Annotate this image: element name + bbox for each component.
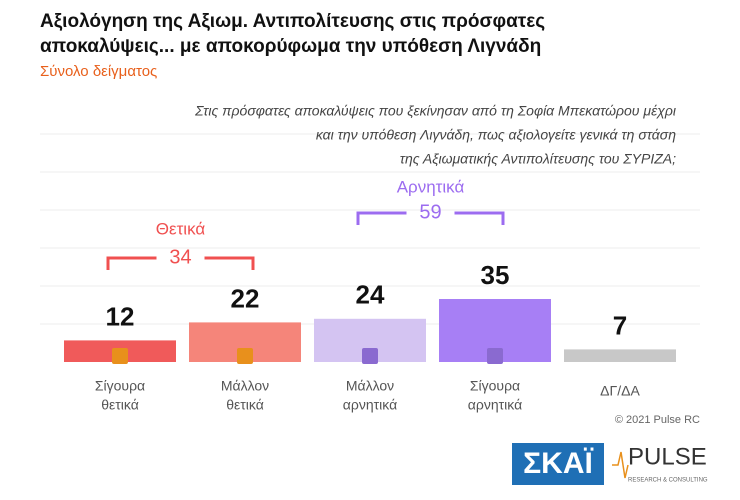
x-tick-label: Μάλλον	[346, 378, 394, 394]
x-tick-label: ΔΓ/ΔΑ	[600, 383, 640, 399]
copyright: © 2021 Pulse RC	[615, 414, 700, 426]
value-label: 24	[356, 280, 385, 310]
x-tick-label: αρνητικά	[468, 397, 522, 413]
icon	[362, 348, 378, 364]
icon	[112, 348, 128, 364]
question: και την υπόθεση Λιγνάδη, πως αξιολογείτε…	[316, 127, 676, 143]
x-tick-label: Σίγουρα	[95, 378, 145, 394]
x-tick-label: Σίγουρα	[470, 378, 520, 394]
group-value: 59	[419, 201, 441, 223]
value-label: 35	[481, 260, 510, 290]
chart-subtitle: Σύνολο δείγματος	[40, 63, 157, 80]
icon	[487, 348, 503, 364]
bar	[564, 349, 676, 362]
skai-logo: ΣΚΑΪ	[523, 447, 593, 480]
x-tick-label: Μάλλον	[221, 378, 269, 394]
skai-logo-bg	[512, 443, 604, 485]
icon	[237, 348, 253, 364]
chart-title: αποκαλύψεις... με αποκορύφωμα την υπόθεσ…	[40, 36, 541, 57]
x-tick-label: θετικά	[226, 397, 264, 413]
value-label: 7	[613, 310, 627, 340]
x-tick-label: αρνητικά	[343, 397, 397, 413]
group-label: Αρνητικά	[397, 177, 465, 196]
group-bracket	[106, 256, 255, 270]
question: της Αξιωματικής Αντιπολίτευσης του ΣΥΡΙΖ…	[400, 151, 676, 167]
chart-title: Αξιολόγηση της Αξιωμ. Αντιπολίτευσης στι…	[40, 11, 545, 32]
x-tick-label: θετικά	[101, 397, 139, 413]
pulse-logo: PULSE	[628, 443, 707, 470]
pulse-wave	[612, 451, 629, 479]
value-label: 12	[106, 301, 135, 331]
question: Στις πρόσφατες αποκαλύψεις που ξεκίνησαν…	[194, 103, 676, 119]
value-label: 22	[231, 283, 260, 313]
pulse-logo-sub: RESEARCH & CONSULTING	[628, 478, 708, 484]
group-value: 34	[169, 246, 191, 268]
group-bracket	[356, 211, 505, 225]
group-label: Θετικά	[156, 219, 206, 238]
